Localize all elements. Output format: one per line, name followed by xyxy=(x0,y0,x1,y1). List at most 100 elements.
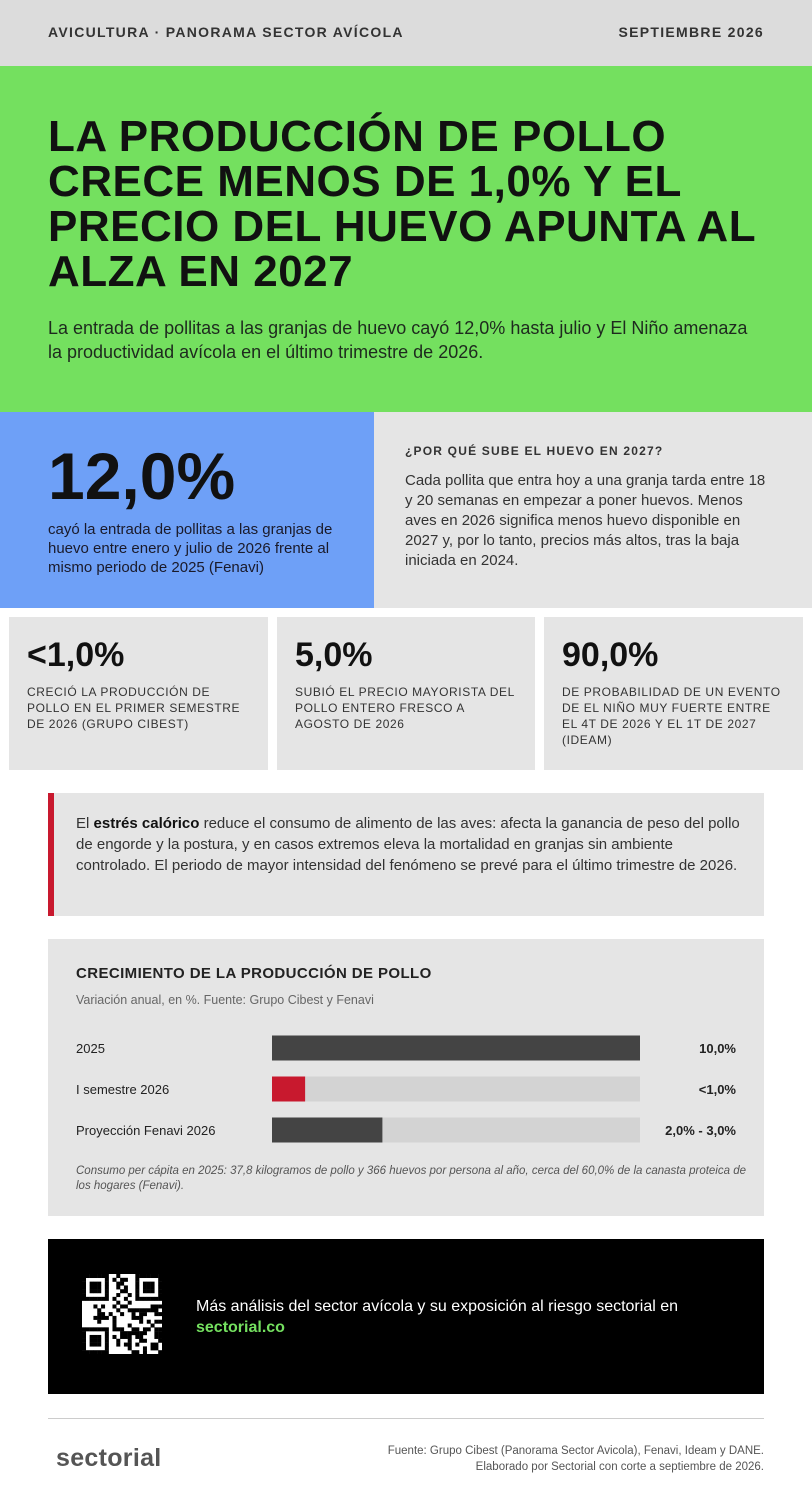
qr-module xyxy=(154,1342,159,1347)
qr-module xyxy=(158,1285,162,1290)
qr-module xyxy=(112,1304,117,1309)
qr-module xyxy=(101,1315,106,1320)
qr-module xyxy=(123,1289,128,1294)
qr-module xyxy=(82,1331,87,1336)
qr-module xyxy=(82,1281,87,1286)
stat-card xyxy=(277,617,535,770)
qr-module xyxy=(97,1334,102,1339)
qr-module xyxy=(131,1350,136,1354)
qr-module xyxy=(150,1323,155,1328)
qr-module xyxy=(154,1308,159,1313)
callout-text: El estrés calórico reduce el consumo de … xyxy=(76,813,741,876)
qr-module xyxy=(93,1274,98,1279)
qr-code[interactable] xyxy=(82,1274,162,1354)
stat-caption: SUBIÓ EL PRECIO MAYORISTA DEL POLLO ENTE… xyxy=(295,685,515,731)
qr-module xyxy=(85,1274,90,1279)
qr-module xyxy=(135,1274,140,1279)
qr-module xyxy=(150,1281,155,1286)
qr-module xyxy=(104,1281,109,1286)
qr-module xyxy=(120,1277,125,1282)
promo-link[interactable]: sectorial.co xyxy=(196,1319,285,1336)
qr-module xyxy=(104,1285,109,1290)
qr-module xyxy=(97,1350,102,1354)
qr-module xyxy=(93,1338,98,1343)
qr-module xyxy=(97,1281,102,1286)
qr-module xyxy=(112,1334,117,1339)
qr-module xyxy=(89,1296,94,1301)
chart-subtitle: Variación anual, en %. Fuente: Grupo Cib… xyxy=(76,993,374,1007)
bar-chart: 2025 10,0% I semestre 2026 <1,0% Proyección … xyxy=(76,1035,736,1143)
qr-module xyxy=(158,1296,162,1301)
qr-module xyxy=(142,1285,147,1290)
qr-module xyxy=(112,1327,117,1332)
qr-module xyxy=(89,1281,94,1286)
qr-module xyxy=(139,1334,144,1339)
qr-module xyxy=(120,1289,125,1294)
qr-module xyxy=(116,1293,121,1298)
qr-module xyxy=(150,1296,155,1301)
qr-module xyxy=(131,1312,136,1317)
qr-module xyxy=(150,1304,155,1309)
bar-label: 2025 xyxy=(76,1041,105,1056)
qr-module xyxy=(139,1308,144,1313)
highlight-box xyxy=(0,412,374,608)
bar xyxy=(272,1076,306,1102)
qr-module xyxy=(104,1342,109,1347)
qr-module xyxy=(158,1274,162,1279)
qr-module xyxy=(127,1338,132,1343)
qr-module xyxy=(82,1346,87,1351)
qr-module xyxy=(104,1346,109,1351)
qr-module xyxy=(85,1296,90,1301)
qr-module xyxy=(120,1331,125,1336)
qr-module xyxy=(89,1338,94,1343)
hero xyxy=(0,66,812,412)
qr-module xyxy=(104,1338,109,1343)
qr-module xyxy=(158,1327,162,1332)
qr-module xyxy=(93,1342,98,1347)
qr-module xyxy=(150,1342,155,1347)
qr-module xyxy=(142,1312,147,1317)
source: Fuente: Grupo Cibest (Panorama Sector Av… xyxy=(387,1445,764,1457)
promo-text: Más análisis del sector avícola y su exp… xyxy=(196,1296,736,1338)
qr-module xyxy=(93,1285,98,1290)
qr-module xyxy=(112,1277,117,1282)
callout-text: El xyxy=(76,815,94,832)
bar-label: I semestre 2026 xyxy=(76,1082,169,1097)
stat-number: 90,0% xyxy=(562,636,659,674)
qr-module xyxy=(139,1274,144,1279)
qr-module xyxy=(97,1319,102,1324)
stat-card xyxy=(544,617,803,770)
qr-module xyxy=(97,1285,102,1290)
headline: LA PRODUCCIÓN DE POLLO CRECE MENOS DE 1,… xyxy=(48,112,756,296)
qr-module xyxy=(93,1296,98,1301)
qr-module xyxy=(82,1296,87,1301)
qr-module xyxy=(101,1312,106,1317)
qr-module xyxy=(82,1334,87,1339)
qr-module xyxy=(116,1308,121,1313)
explainer-heading: ¿POR QUÉ SUBE EL HUEVO EN 2027? xyxy=(405,444,664,458)
qr-module xyxy=(104,1274,109,1279)
qr-module xyxy=(135,1327,140,1332)
qr-module xyxy=(120,1304,125,1309)
qr-module xyxy=(101,1350,106,1354)
qr-module xyxy=(142,1346,147,1351)
section-label: AVICULTURA · PANORAMA SECTOR AVÍCOLA xyxy=(48,24,404,40)
divider xyxy=(48,1418,764,1419)
qr-module xyxy=(93,1350,98,1354)
qr-module xyxy=(120,1281,125,1286)
qr-module xyxy=(93,1289,98,1294)
qr-module xyxy=(150,1346,155,1351)
qr-module xyxy=(89,1327,94,1332)
qr-module xyxy=(146,1289,151,1294)
qr-module xyxy=(127,1300,132,1305)
qr-module xyxy=(116,1285,121,1290)
qr-module xyxy=(142,1327,147,1332)
qr-module xyxy=(104,1327,109,1332)
qr-module xyxy=(135,1285,140,1290)
qr-module xyxy=(135,1308,140,1313)
qr-module xyxy=(127,1293,132,1298)
qr-module xyxy=(142,1308,147,1313)
qr-module xyxy=(112,1315,117,1320)
qr-module xyxy=(139,1315,144,1320)
qr-module xyxy=(158,1312,162,1317)
